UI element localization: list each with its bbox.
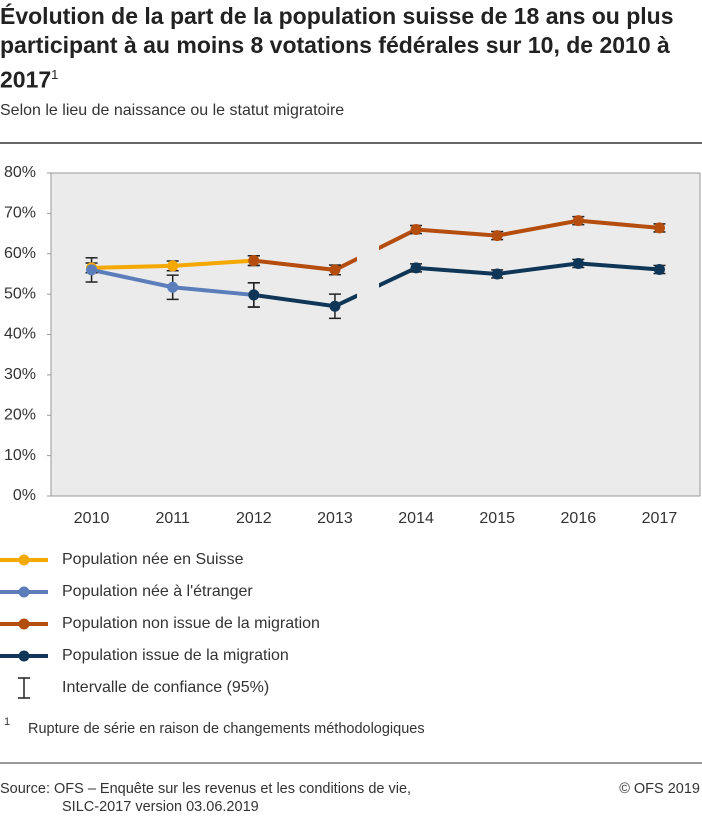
y-tick-label: 30% <box>4 366 36 383</box>
x-tick-label: 2014 <box>398 510 434 527</box>
title-note: 1 <box>51 67 59 82</box>
y-tick-label: 20% <box>4 406 36 423</box>
footnote-text: Rupture de série en raison de changement… <box>28 721 425 737</box>
x-tick-label: 2011 <box>155 510 190 527</box>
legend-label: Population née en Suisse <box>62 551 244 568</box>
x-tick-label: 2012 <box>236 510 272 527</box>
y-tick-label: 50% <box>4 285 36 302</box>
y-tick-label: 80% <box>4 164 36 181</box>
footnote-mark: 1 <box>4 716 10 728</box>
legend-marker <box>18 586 30 598</box>
x-tick-label: 2010 <box>74 510 110 527</box>
legend-ci-icon <box>18 677 30 699</box>
x-tick-label: 2013 <box>317 510 353 527</box>
x-tick-label: 2017 <box>642 510 678 527</box>
point <box>491 268 503 280</box>
series-line <box>253 261 660 309</box>
legend-label: Population née à l'étranger <box>62 583 253 600</box>
point <box>86 264 98 276</box>
legend-label: Population non issue de la migration <box>62 615 320 632</box>
chart-title: Évolution de la part de la population su… <box>0 2 700 95</box>
point <box>653 263 665 275</box>
source: SILC-2017 version 03.06.2019 <box>62 799 259 815</box>
point <box>410 224 422 236</box>
point <box>248 255 260 267</box>
series-line <box>253 218 660 272</box>
point <box>410 262 422 274</box>
legend-marker <box>18 650 30 662</box>
copyright: © OFS 2019 <box>619 781 700 797</box>
legend-label: Intervalle de confiance (95%) <box>62 679 269 696</box>
point <box>248 289 260 301</box>
legend-label: Population issue de la migration <box>62 647 289 664</box>
point <box>572 257 584 269</box>
point <box>167 281 179 293</box>
x-tick-label: 2016 <box>561 510 597 527</box>
subtitle: Selon le lieu de naissance ou le statut … <box>0 101 345 119</box>
point <box>491 230 503 242</box>
point <box>167 260 179 272</box>
point <box>329 264 341 276</box>
y-tick-label: 40% <box>4 326 36 343</box>
x-tick-label: 2015 <box>479 510 515 527</box>
series-break <box>357 174 379 495</box>
header: Évolution de la part de la population su… <box>0 0 700 120</box>
source: Source: OFS – Enquête sur les revenus et… <box>0 781 411 797</box>
y-tick-label: 60% <box>4 245 36 262</box>
y-tick-label: 70% <box>4 205 36 222</box>
legend-marker <box>18 618 30 630</box>
y-tick-label: 0% <box>13 487 36 504</box>
point <box>329 300 341 312</box>
point <box>653 222 665 234</box>
y-tick-label: 10% <box>4 447 36 464</box>
point <box>572 215 584 227</box>
title-text: Évolution de la part de la population su… <box>0 3 674 93</box>
legend-marker <box>18 554 30 566</box>
